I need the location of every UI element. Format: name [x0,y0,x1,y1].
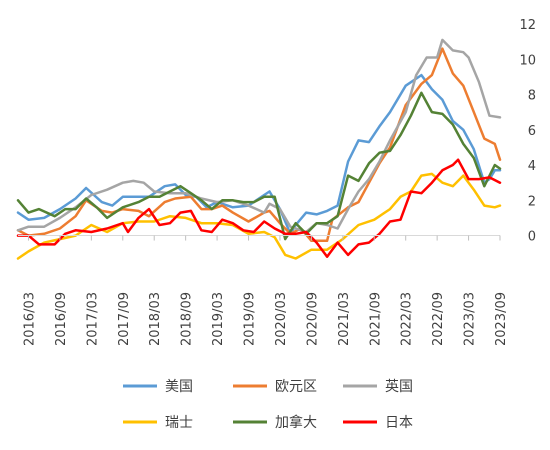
legend-label-4: 加拿大 [275,414,317,431]
series-line-0 [16,73,502,236]
y-tick-label: 0 [528,230,536,245]
y-tick-label: 8 [528,89,536,104]
x-tick-label: 2023/09 [494,292,509,346]
x-tick-label: 2016/03 [23,292,38,346]
x-tick-label: 2022/09 [431,292,446,346]
x-tick-label: 2019/03 [211,292,226,346]
x-tick-label: 2020/09 [305,292,320,346]
series-line-2 [16,38,502,234]
legend-label-0: 美国 [165,379,193,395]
series-line-1 [16,47,502,243]
x-tick-label: 2018/09 [180,292,195,346]
x-tick-label: 2017/09 [117,292,132,346]
legend-label-5: 日本 [385,415,413,431]
y-tick-label: 4 [528,159,536,174]
x-tick-label: 2023/03 [463,292,478,346]
y-tick-label: 2 [528,194,536,209]
y-tick-label: 10 [519,53,536,68]
x-tick-label: 2020/03 [274,292,289,346]
x-tick-label: 2018/03 [148,292,163,346]
legend-label-2: 英国 [385,378,413,395]
series-line-4 [16,91,502,241]
x-tick-label: 2019/09 [243,292,258,346]
series-layer [16,38,502,260]
x-tick-label: 2021/03 [337,292,352,346]
x-tick-label: 2016/09 [54,292,69,346]
y-tick-label: 6 [528,124,536,139]
x-tick-label: 2022/03 [400,292,415,346]
y-tick-label: 12 [519,18,536,33]
legend-label-3: 瑞士 [165,415,193,431]
x-tick-label: 2021/09 [368,292,383,346]
series-line-5 [16,158,502,258]
x-tick-label: 2017/03 [85,292,100,346]
x-axis: 2016/03 2016/09 2017/03 2017/09 2018/03 2018/… [18,235,509,346]
series-line-3 [16,172,502,260]
legend-label-1: 欧元区 [275,379,317,395]
y-axis: 0 2 4 6 8 10 12 [519,18,536,245]
